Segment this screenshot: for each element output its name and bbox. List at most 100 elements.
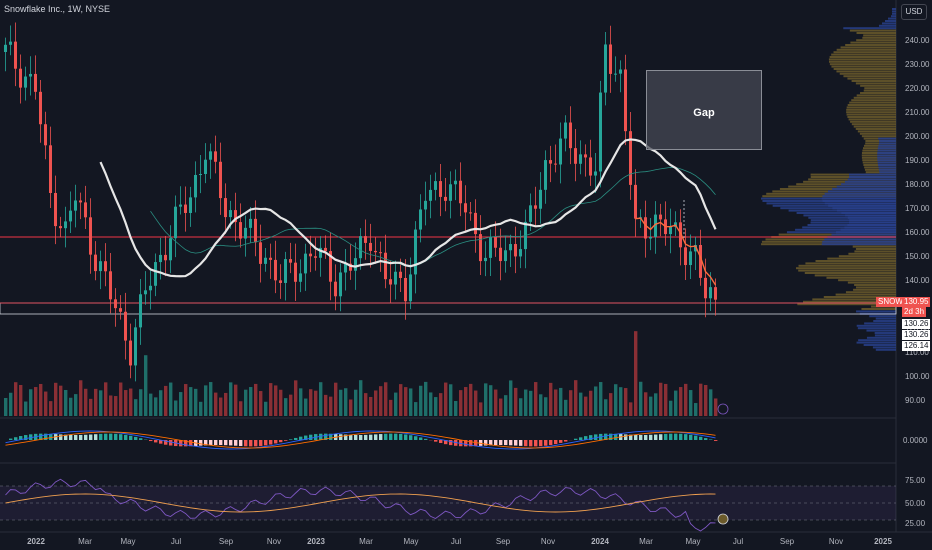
macd-bar xyxy=(404,434,408,440)
profile-bin-sub xyxy=(877,156,896,159)
time-axis-label: Mar xyxy=(78,537,92,546)
volume-bar xyxy=(509,380,513,416)
volume-bar xyxy=(49,401,53,416)
macd-bar xyxy=(474,440,478,447)
macd-bar xyxy=(139,438,143,440)
macd-bar xyxy=(119,434,123,440)
candle-body xyxy=(104,261,107,272)
macd-bar xyxy=(264,440,268,446)
profile-bin-sub xyxy=(822,195,896,198)
profile-bin xyxy=(846,106,896,109)
macd-bar xyxy=(369,434,373,440)
rsi-tick-label: 75.00 xyxy=(905,476,926,485)
volume-bar xyxy=(339,389,343,416)
volume-bar xyxy=(434,397,438,416)
profile-bin-sub xyxy=(878,144,896,147)
volume-bar xyxy=(244,389,248,416)
macd-bar xyxy=(614,433,618,440)
candle-body xyxy=(154,262,157,286)
macd-bar xyxy=(234,440,238,446)
currency-button[interactable]: USD xyxy=(901,4,927,20)
candle-body xyxy=(289,259,292,263)
volume-bar xyxy=(174,400,178,416)
volume-bar xyxy=(64,389,68,416)
macd-bar xyxy=(159,440,163,444)
signal-line xyxy=(5,431,716,449)
candle-body xyxy=(299,273,302,282)
profile-bin xyxy=(835,293,896,296)
profile-bin-sub xyxy=(877,161,896,164)
macd-bar xyxy=(544,440,548,446)
profile-bin-sub xyxy=(877,147,896,150)
macd-bar xyxy=(684,434,688,440)
macd-bar xyxy=(409,435,413,440)
last-price-tag: 130.95 xyxy=(902,297,931,307)
macd-bar xyxy=(354,434,358,440)
candle-body xyxy=(259,242,262,264)
macd-bar xyxy=(579,437,583,440)
volume-bar xyxy=(239,401,243,416)
volume-bar xyxy=(259,391,263,416)
time-axis-label: Mar xyxy=(359,537,373,546)
profile-bin xyxy=(828,58,896,61)
profile-bin xyxy=(838,255,896,258)
candle-body xyxy=(549,160,552,164)
candle-body xyxy=(699,245,702,278)
macd-bar xyxy=(14,437,18,440)
profile-bin-sub xyxy=(879,140,896,142)
profile-bin xyxy=(874,332,896,334)
candle-body xyxy=(309,253,312,257)
profile-bin-sub xyxy=(848,221,896,224)
candle-body xyxy=(234,210,237,223)
macd-bar xyxy=(669,433,673,440)
macd-bar xyxy=(364,434,368,440)
macd-bar xyxy=(229,440,233,446)
profile-bin xyxy=(866,336,896,339)
volume-bar xyxy=(594,386,598,416)
macd-bar xyxy=(154,440,158,443)
macd-bar xyxy=(494,440,498,446)
time-axis-label: Sep xyxy=(496,537,511,546)
macd-bar xyxy=(49,433,53,440)
volume-bar xyxy=(229,382,233,416)
symbol-tag-label: SNOW xyxy=(878,297,903,306)
volume-bar xyxy=(104,382,108,416)
profile-bin xyxy=(814,274,896,277)
macd-bar xyxy=(509,440,513,446)
volume-bar xyxy=(329,396,333,416)
macd-bar xyxy=(29,434,33,440)
profile-bin xyxy=(857,130,896,133)
volume-bar xyxy=(374,390,378,416)
candle-body xyxy=(624,69,627,132)
profile-bin xyxy=(875,317,896,320)
profile-bin xyxy=(851,123,896,126)
macd-bar xyxy=(219,440,223,446)
macd-bar xyxy=(349,434,353,440)
rsi-ma-line xyxy=(5,493,716,513)
horizontal-levels xyxy=(0,236,897,315)
profile-bin xyxy=(836,70,896,73)
volume-bar xyxy=(109,395,113,416)
gap-annotation-box[interactable]: Gap xyxy=(646,70,762,150)
volume-bar xyxy=(119,382,123,416)
profile-bin xyxy=(892,10,896,13)
candle-body xyxy=(354,258,357,271)
macd-bar xyxy=(209,440,213,446)
volume-bar xyxy=(334,382,338,416)
volume-bar xyxy=(449,384,453,416)
macd-bar xyxy=(74,434,78,440)
macd-bar xyxy=(149,440,153,442)
macd-bar xyxy=(59,434,63,440)
volume-bar xyxy=(214,392,218,416)
candle-body xyxy=(609,44,612,74)
macd-bar xyxy=(24,435,28,440)
volume-bar xyxy=(79,380,83,416)
macd-bar xyxy=(244,440,248,447)
macd-bar xyxy=(189,440,193,447)
macd-bar xyxy=(704,438,708,440)
candle-body xyxy=(439,181,442,197)
macd-bar xyxy=(324,433,328,440)
candle-body xyxy=(654,214,657,238)
volume-bar xyxy=(659,382,663,416)
